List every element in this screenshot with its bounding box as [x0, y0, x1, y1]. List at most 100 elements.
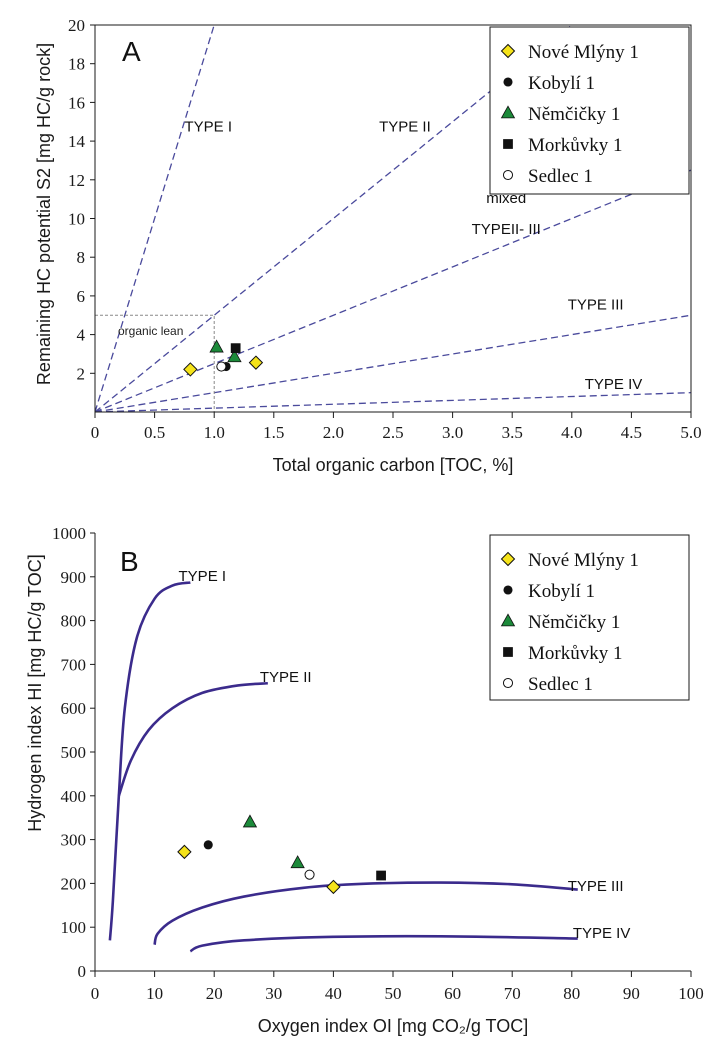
y-tick-label: 12 [68, 171, 85, 190]
x-tick-label: 70 [504, 984, 521, 1003]
legend-entry-sedlec-1: Sedlec 1 [528, 674, 593, 695]
y-tick-label: 8 [77, 248, 86, 267]
legend-marker-sedlec-1 [502, 169, 514, 181]
chart-panel-a: A organic lean TYPE I TYPE IImixedTYPEII-… [34, 16, 702, 475]
x-tick-label: 40 [325, 984, 342, 1003]
legend: Nové Mlýny 1 Kobylí 1 Němčičky 1 Morkůvky 1… [489, 26, 690, 195]
y-tick-label: 1000 [52, 524, 86, 543]
curve-label-type-iii: TYPE III [568, 878, 624, 895]
region-label: TYPE IV [585, 376, 643, 393]
region-label: TYPE II [379, 118, 431, 135]
curve-type-iii [153, 881, 578, 946]
curve-label-type-i: TYPE I [179, 568, 227, 585]
chart-panel-b: B TYPE I TYPE II TYPE III TYPE IV 0 10 20 30 40… [25, 524, 704, 1036]
x-tick-label: 80 [563, 984, 580, 1003]
y-tick-label: 100 [61, 918, 87, 937]
y-tick-labels: 2 4 6 8 10 12 14 16 18 20 [68, 16, 95, 383]
type-curves: TYPE I TYPE II TYPE III TYPE IV [108, 568, 631, 953]
point-nemcicky-1 [290, 855, 305, 869]
curve-label-type-iv: TYPE IV [573, 925, 631, 942]
y-tick-label: 16 [68, 93, 85, 112]
y-tick-label: 4 [77, 326, 86, 345]
y-tick-label: 14 [68, 132, 86, 151]
x-tick-label: 4.0 [561, 423, 582, 442]
y-axis-title: Remaining HC potential S2 [mg HC/g rock] [34, 43, 54, 385]
y-tick-label: 900 [61, 568, 87, 587]
point-sedlec-1 [216, 361, 227, 372]
x-tick-label: 0 [91, 984, 100, 1003]
x-tick-label: 0.5 [144, 423, 165, 442]
legend-marker-kobyli-1 [503, 585, 513, 595]
x-tick-label: 0 [91, 423, 100, 442]
y-tick-label: 20 [68, 16, 85, 35]
point-morkuvky-1 [376, 870, 386, 881]
legend-marker-sedlec-1 [502, 677, 514, 689]
y-tick-label: 300 [61, 831, 87, 850]
point-kobyli-1 [203, 840, 213, 850]
legend-frame [489, 534, 690, 701]
legend-entry-morkuvky-1: Morkůvky 1 [528, 643, 622, 664]
point-nove-mlyny-1 [248, 355, 264, 370]
legend-marker-kobyli-1 [503, 77, 513, 87]
legend-entry-nemcicky-1: Němčičky 1 [528, 612, 620, 633]
y-tick-label: 800 [61, 612, 87, 631]
x-tick-label: 30 [265, 984, 282, 1003]
legend-entry-kobyli-1: Kobylí 1 [528, 73, 595, 94]
curve-type-ii [117, 681, 268, 797]
x-tick-label: 2.0 [323, 423, 344, 442]
y-tick-label: 200 [61, 874, 87, 893]
point-nove-mlyny-1 [177, 844, 192, 860]
y-tick-label: 10 [68, 210, 85, 229]
data-points [177, 814, 386, 895]
legend-entry-nove-mlyny-1: Nové Mlýny 1 [528, 42, 639, 63]
y-tick-labels: 0 100 200 300 400 500 600 700 800 900 1000 [52, 524, 95, 981]
boundary-line-4 [95, 314, 691, 412]
x-tick-label: 5.0 [680, 423, 701, 442]
panel-a-label: A [122, 36, 141, 67]
x-tick-label: 3.0 [442, 423, 463, 442]
y-tick-label: 400 [61, 787, 87, 806]
curve-type-i [108, 581, 191, 941]
x-tick-label: 1.0 [204, 423, 225, 442]
point-nemcicky-1 [209, 339, 224, 353]
boundary-line-3 [95, 169, 691, 412]
curve-type-iv [189, 934, 578, 953]
legend-frame [489, 26, 690, 195]
x-tick-label: 1.5 [263, 423, 284, 442]
data-points [183, 339, 264, 377]
x-tick-label: 60 [444, 984, 461, 1003]
point-nemcicky-1 [227, 349, 242, 363]
legend-marker-nove-mlyny-1 [500, 551, 516, 567]
x-tick-label: 3.5 [502, 423, 523, 442]
y-tick-label: 18 [68, 55, 85, 74]
panel-b-label: B [120, 546, 139, 577]
organic-lean-label: organic lean [118, 324, 183, 338]
x-tick-label: 4.5 [621, 423, 642, 442]
legend-marker-nove-mlyny-1 [500, 43, 516, 59]
x-tick-label: 20 [206, 984, 223, 1003]
y-axis-title: Hydrogen index HI [mg HC/g TOC] [25, 554, 45, 831]
point-sedlec-1 [304, 869, 315, 880]
boundary-line-5 [95, 392, 691, 412]
x-tick-labels: 0 10 20 30 40 50 60 70 80 90 100 [91, 971, 704, 1003]
region-label: TYPE III [568, 296, 624, 313]
type-boundary-lines [95, 25, 691, 412]
point-nove-mlyny-1 [183, 362, 198, 377]
y-tick-label: 500 [61, 743, 87, 762]
legend: Nové Mlýny 1 Kobylí 1 Němčičky 1 Morkůvky 1… [489, 534, 690, 701]
x-axis-title: Oxygen index OI [mg CO₂/g TOC] [258, 1016, 528, 1036]
y-tick-label: 700 [61, 655, 87, 674]
legend-marker-nemcicky-1 [500, 105, 516, 119]
legend-entry-nemcicky-1: Němčičky 1 [528, 104, 620, 125]
point-nemcicky-1 [242, 814, 258, 828]
x-tick-label: 10 [146, 984, 163, 1003]
region-label: TYPE I [184, 118, 232, 135]
legend-entry-sedlec-1: Sedlec 1 [528, 166, 593, 187]
x-tick-label: 2.5 [382, 423, 403, 442]
legend-entry-kobyli-1: Kobylí 1 [528, 581, 595, 602]
x-tick-label: 50 [385, 984, 402, 1003]
x-tick-label: 90 [623, 984, 640, 1003]
legend-marker-nemcicky-1 [500, 613, 516, 627]
